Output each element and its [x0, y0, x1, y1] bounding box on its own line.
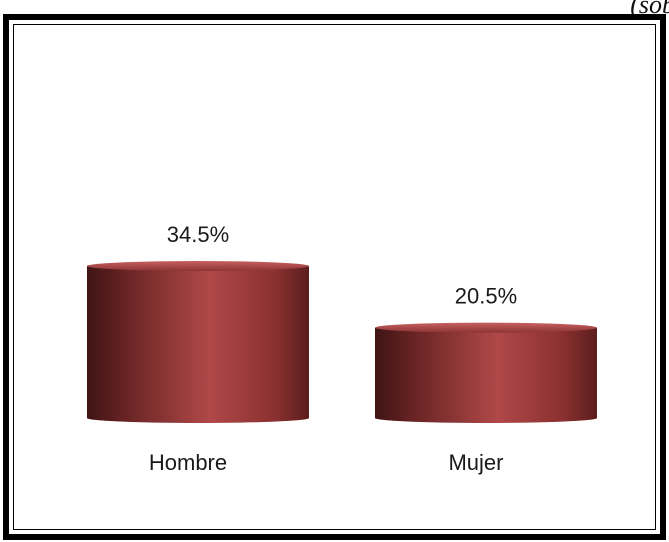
bar-bottom: [87, 413, 309, 423]
category-label-hombre: Hombre: [149, 450, 227, 475]
corner-caption-fragment: (sob: [630, 0, 669, 19]
bar-top-cap: [375, 322, 597, 333]
bar-body: [87, 266, 309, 418]
bar-bottom: [375, 413, 597, 423]
bar-body: [375, 327, 597, 418]
bar-top-cap: [87, 261, 309, 271]
value-label-hombre: 34.5%: [167, 222, 229, 247]
bar-mujer: [375, 322, 597, 423]
category-label-mujer: Mujer: [448, 450, 503, 475]
bar-hombre: [87, 261, 309, 423]
value-label-mujer: 20.5%: [455, 284, 517, 309]
